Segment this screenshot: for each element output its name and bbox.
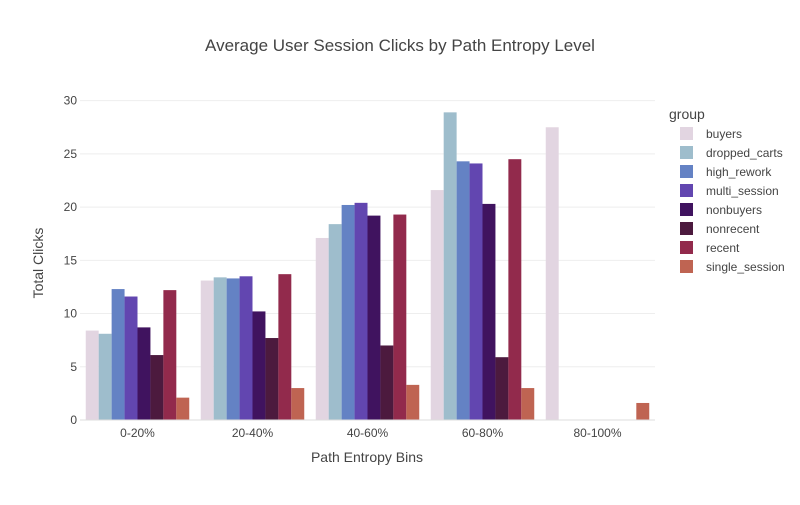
legend-label: high_rework [706,165,772,179]
bar [98,333,112,420]
x-tick-label: 20-40% [232,426,274,440]
legend-swatch [680,260,693,273]
legend-swatch [680,184,693,197]
bar [469,163,483,421]
bar [239,276,253,420]
y-tick-label: 30 [64,94,78,108]
bar [380,345,394,420]
bar [430,190,444,420]
x-tick-label: 0-20% [120,426,155,440]
legend-swatch [680,241,693,254]
bar [163,290,177,420]
legend-label: multi_session [706,184,779,198]
bar [393,214,407,420]
legend-swatch [680,127,693,140]
bar [278,274,292,420]
bars [85,112,650,421]
bar [406,384,420,420]
x-tick-label: 60-80% [462,426,504,440]
legend-items: buyers dropped_carts high_rework multi_sess… [680,127,785,274]
bar [328,224,342,420]
legend-swatch [680,146,693,159]
legend-label: dropped_carts [706,146,783,160]
legend-swatch [680,222,693,235]
bar [226,278,240,420]
legend-label: buyers [706,127,742,141]
bar [495,357,509,420]
bar [443,112,457,421]
x-tick-label: 80-100% [573,426,621,440]
axes: 0 5 10 15 20 25 30 0-20% 20-40% 40-60% 60-80% 80-10… [64,94,655,440]
y-tick-label: 15 [64,253,78,267]
x-tick-label: 40-60% [347,426,389,440]
bar [124,296,138,420]
y-tick-label: 25 [64,147,78,161]
bar [521,388,535,420]
legend-swatch [680,203,693,216]
legend-label: nonbuyers [706,203,762,217]
y-tick-label: 5 [70,360,77,374]
y-axis-title: Total Clicks [30,228,46,299]
bar [354,202,368,420]
bar [176,397,190,420]
legend-label: recent [706,241,740,255]
bar [636,402,650,420]
x-axis-title: Path Entropy Bins [311,449,423,465]
bar [265,338,279,420]
y-tick-label: 20 [64,200,78,214]
legend: group buyers dropped_carts high_reworkmult… [669,106,785,274]
bar [85,330,99,420]
legend-label: nonrecent [706,222,760,236]
bar [341,204,355,420]
bar [150,355,164,420]
bar [213,277,227,420]
bar [252,311,266,420]
y-tick-label: 10 [64,307,78,321]
legend-swatch [680,165,693,178]
legend-title: group [669,106,705,122]
bar [367,215,381,420]
y-tick-label: 0 [70,413,77,427]
bar [456,161,470,421]
bar [545,127,559,421]
chart-title: Average User Session Clicks by Path Entr… [205,36,595,55]
bar [508,159,522,420]
bar [137,327,151,420]
bar [291,388,305,420]
bar [315,237,329,420]
bar [482,203,496,420]
bar [111,289,125,420]
legend-label: single_session [706,260,785,274]
bar [200,280,214,420]
